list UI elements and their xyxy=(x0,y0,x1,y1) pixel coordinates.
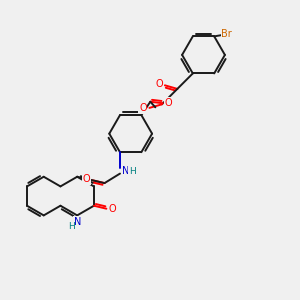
Text: H: H xyxy=(129,167,136,176)
Text: H: H xyxy=(68,222,75,231)
Text: O: O xyxy=(165,98,172,108)
Text: Br: Br xyxy=(221,29,232,39)
Text: O: O xyxy=(109,204,116,214)
Text: O: O xyxy=(82,174,90,184)
Text: N: N xyxy=(74,217,82,227)
Text: N: N xyxy=(122,166,129,176)
Text: O: O xyxy=(156,80,163,89)
Text: O: O xyxy=(139,103,147,113)
